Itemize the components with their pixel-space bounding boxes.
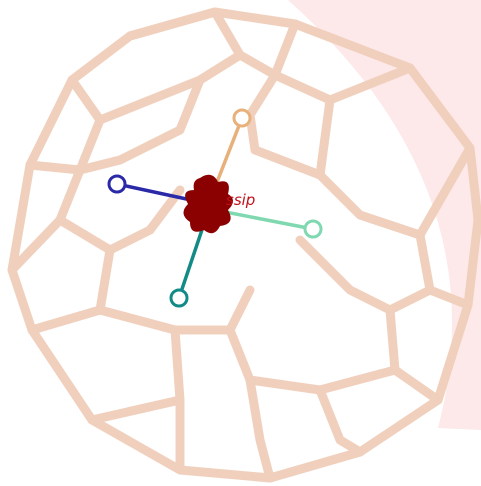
edge [27,245,115,335]
atom [107,174,127,194]
edge [25,75,105,175]
edge [315,95,475,240]
center-atom [183,174,233,234]
edge [295,235,435,315]
edge [87,395,185,425]
wireframe [7,7,481,483]
background-shade [288,0,481,430]
edge [95,305,185,475]
edge [75,75,205,175]
edge [235,19,300,80]
bond [213,208,315,231]
edge [55,185,185,255]
edge [95,7,245,125]
atom [232,108,252,128]
atom [303,219,323,239]
edge [315,385,365,457]
edge [385,305,443,405]
atom [169,288,189,308]
edge [245,375,275,483]
center-label: ssip [226,191,255,209]
edge [245,70,325,180]
